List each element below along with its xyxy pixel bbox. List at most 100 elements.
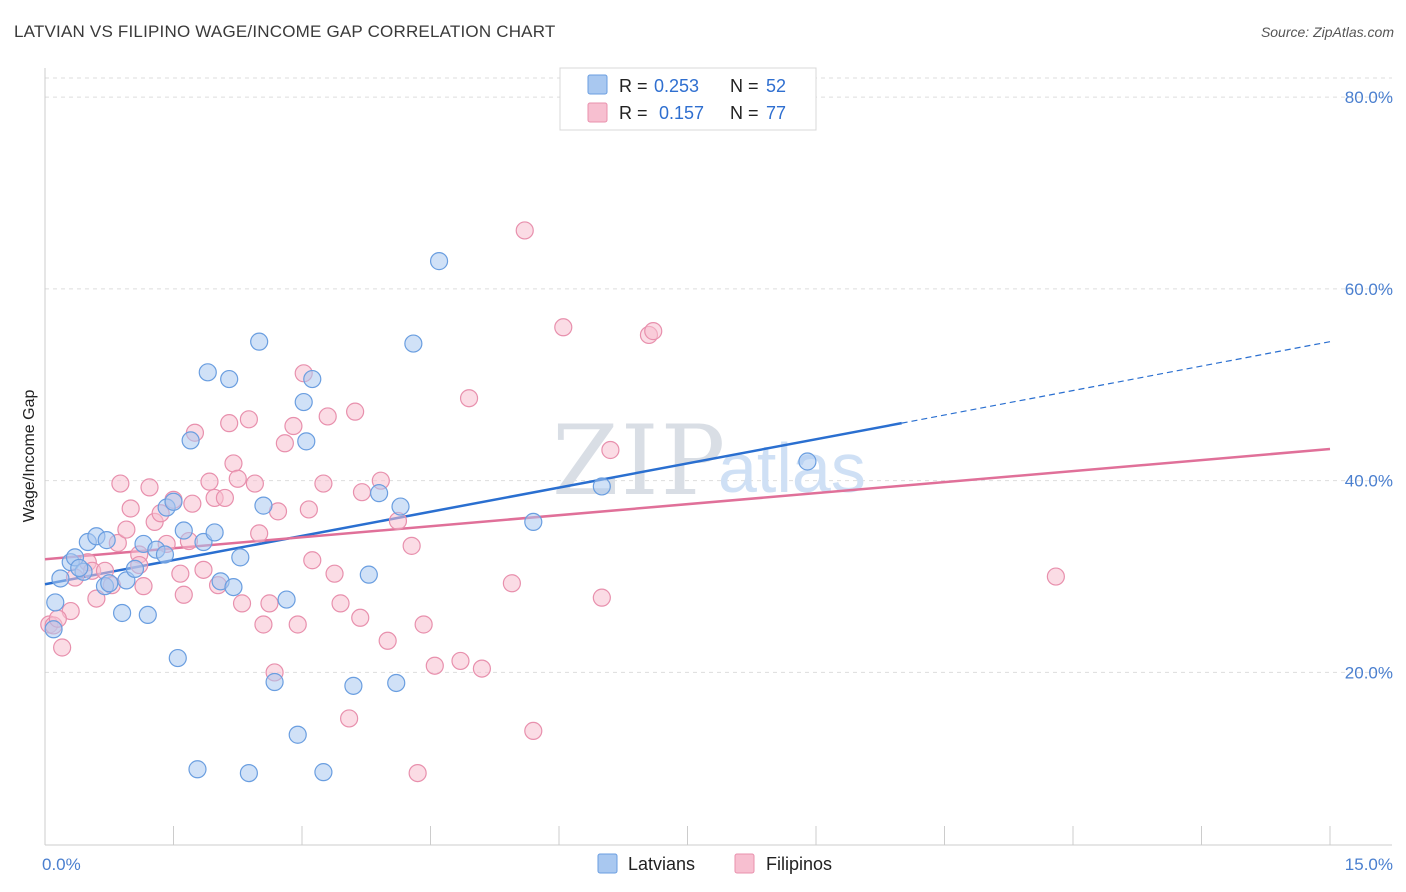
legend-n-label-latvians: N = — [730, 76, 759, 96]
point-filipinos — [174, 585, 193, 604]
point-latvians — [164, 492, 183, 511]
point-filipinos — [111, 474, 130, 493]
point-latvians — [198, 363, 217, 382]
point-filipinos — [284, 416, 303, 436]
point-latvians — [798, 452, 817, 471]
point-filipinos — [352, 483, 372, 502]
legend-n-label-filipinos: N = — [730, 103, 759, 123]
point-latvians — [155, 545, 175, 564]
point-filipinos — [331, 594, 350, 613]
point-latvians — [44, 620, 63, 639]
point-filipinos — [215, 488, 234, 508]
point-latvians — [231, 548, 250, 567]
point-filipinos — [459, 389, 479, 408]
y-axis-label: Wage/Income Gap — [21, 390, 38, 523]
point-filipinos — [254, 615, 273, 634]
point-filipinos — [220, 414, 239, 433]
chart-title: LATVIAN VS FILIPINO WAGE/INCOME GAP CORR… — [14, 22, 556, 41]
legend-swatch-filipinos — [587, 102, 608, 123]
point-latvians — [297, 432, 316, 451]
point-filipinos — [299, 500, 318, 519]
point-filipinos — [1046, 567, 1065, 586]
point-filipinos — [472, 659, 491, 678]
point-latvians — [51, 569, 70, 588]
point-filipinos — [314, 474, 333, 493]
point-filipinos — [601, 440, 620, 460]
point-latvians — [112, 603, 132, 623]
point-latvians — [205, 523, 224, 542]
point-latvians — [265, 672, 284, 692]
trend-line-latvians — [44, 421, 902, 586]
bottom-legend-label-latvians: Latvians — [628, 854, 695, 874]
point-filipinos — [414, 615, 433, 634]
point-filipinos — [644, 322, 663, 341]
legend-r-value-filipinos: 0.157 — [659, 103, 704, 123]
point-filipinos — [200, 472, 219, 491]
point-latvians — [404, 334, 423, 353]
point-latvians — [181, 431, 200, 450]
point-latvians — [344, 676, 363, 695]
point-filipinos — [194, 560, 213, 579]
point-latvians — [303, 369, 322, 389]
point-filipinos — [524, 721, 543, 741]
point-filipinos — [425, 656, 444, 675]
point-filipinos — [117, 520, 136, 539]
trend-line-latvians-extension — [901, 341, 1331, 424]
point-filipinos — [87, 589, 106, 608]
point-latvians — [174, 521, 193, 540]
point-filipinos — [515, 221, 534, 240]
point-filipinos — [53, 638, 72, 657]
point-filipinos — [325, 564, 344, 583]
point-latvians — [239, 763, 258, 783]
point-filipinos — [171, 564, 190, 583]
point-filipinos — [245, 474, 264, 493]
point-filipinos — [250, 524, 269, 543]
bottom-legend-label-filipinos: Filipinos — [766, 854, 832, 874]
point-filipinos — [303, 551, 322, 570]
point-filipinos — [502, 574, 521, 593]
point-filipinos — [340, 709, 359, 728]
x-tick-label: 15.0% — [1345, 855, 1393, 874]
point-latvians — [224, 577, 243, 597]
legend-n-value-filipinos: 77 — [766, 103, 786, 123]
y-tick-label: 40.0% — [1345, 472, 1393, 491]
point-latvians — [138, 605, 157, 625]
x-tick-label: 0.0% — [42, 855, 81, 874]
point-filipinos — [408, 763, 427, 783]
point-filipinos — [239, 410, 258, 429]
point-filipinos — [318, 407, 337, 426]
point-latvians — [314, 763, 333, 782]
point-filipinos — [554, 318, 573, 337]
point-latvians — [97, 531, 116, 550]
axes-layer — [44, 68, 1392, 846]
point-latvians — [429, 252, 449, 271]
point-latvians — [188, 760, 207, 779]
points-layer — [40, 221, 1065, 783]
point-filipinos — [451, 651, 470, 671]
top-legend: R = 0.253 N = 52 R = 0.157 N = 77 — [559, 67, 817, 131]
watermark: ZIP atlas — [552, 405, 866, 517]
point-filipinos — [346, 402, 365, 421]
point-latvians — [387, 673, 406, 693]
bottom-legend-swatch-filipinos — [734, 853, 755, 874]
point-latvians — [254, 496, 273, 515]
point-latvians — [370, 484, 389, 503]
point-latvians — [100, 574, 119, 593]
point-filipinos — [402, 536, 421, 555]
point-latvians — [46, 593, 65, 612]
point-filipinos — [134, 577, 153, 596]
y-tick-label: 20.0% — [1345, 663, 1393, 682]
grid-layer — [45, 77, 1392, 673]
point-latvians — [592, 477, 611, 496]
point-latvians — [125, 559, 145, 578]
point-latvians — [168, 648, 187, 668]
point-latvians — [288, 725, 307, 744]
point-latvians — [220, 369, 239, 389]
bottom-legend-swatch-latvians — [597, 853, 618, 874]
legend-r-label-filipinos: R = — [619, 103, 648, 123]
ticks-layer: 20.0% 40.0% 60.0% 80.0% 0.0% 15.0% — [42, 88, 1393, 874]
legend-swatch-latvians — [587, 74, 608, 95]
point-filipinos — [351, 608, 370, 627]
y-tick-label: 60.0% — [1345, 280, 1393, 299]
point-filipinos — [121, 499, 140, 518]
